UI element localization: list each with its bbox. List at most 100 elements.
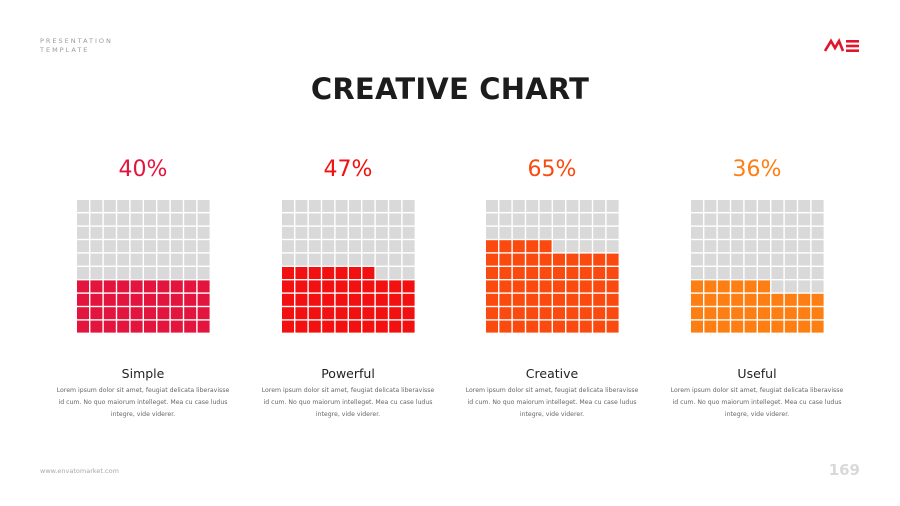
panel-name: Creative [525, 366, 579, 381]
waffle-cell-filled [170, 293, 183, 306]
waffle-cell-empty [90, 267, 103, 279]
waffle-cell-empty [308, 226, 321, 239]
waffle-cell-empty [512, 213, 525, 226]
waffle-cell-filled [375, 293, 388, 306]
waffle-cell-filled [103, 280, 116, 293]
waffle-cell-empty [579, 200, 592, 212]
waffle-cell-filled [758, 280, 770, 293]
waffle-cell-empty [526, 200, 539, 212]
chart-panel-simple: 40% Simple Lorem ipsum dolor sit amet, f… [53, 152, 233, 418]
desc-line: integre, vide viderer. [110, 411, 176, 418]
waffle-cell-empty [375, 213, 388, 226]
desc-line: Lorem ipsum dolor sit amet, feugiat deli… [465, 387, 639, 394]
waffle-cell-empty [90, 213, 103, 226]
waffle-cell-empty [771, 226, 784, 239]
waffle-cell-empty [170, 226, 183, 239]
waffle-cell-empty [157, 200, 170, 212]
waffle-cell-filled [295, 307, 308, 320]
waffle-cell-filled [593, 320, 606, 333]
waffle-cell-empty [691, 253, 703, 266]
waffle-cell-empty [282, 200, 294, 212]
waffle-cell-empty [349, 226, 361, 239]
waffle-cell-empty [744, 267, 757, 279]
waffle-cell-filled [486, 307, 498, 320]
waffle-cell-empty [389, 253, 402, 266]
waffle-cell-filled [606, 280, 619, 293]
waffle-cell-filled [486, 267, 498, 279]
waffle-cell-filled [553, 280, 565, 293]
waffle-cell-empty [389, 200, 402, 212]
waffle-cell-filled [130, 293, 143, 306]
waffle-cell-empty [704, 213, 717, 226]
waffle-cell-filled [486, 293, 498, 306]
waffle-cell-empty [117, 226, 130, 239]
waffle-cell-filled [389, 293, 402, 306]
waffle-cell-filled [349, 267, 361, 279]
waffle-cell-filled [197, 293, 210, 306]
waffle-cell-filled [322, 307, 335, 320]
header-tag-line2: TEMPLATE [40, 46, 90, 54]
waffle-cell-empty [553, 240, 565, 253]
waffle-cell-filled [758, 307, 770, 320]
waffle-cell-filled [130, 320, 143, 333]
waffle-cell-empty [811, 240, 824, 253]
waffle-cell-filled [691, 320, 703, 333]
panel-name: Simple [121, 366, 165, 381]
waffle-cell-empty [282, 226, 294, 239]
waffle-cell-empty [335, 253, 348, 266]
waffle-cell-empty [90, 253, 103, 266]
waffle-cell-empty [798, 213, 811, 226]
waffle-cell-empty [322, 253, 335, 266]
waffle-cell-empty [691, 267, 703, 279]
waffle-cell-filled [322, 293, 335, 306]
waffle-cell-empty [322, 213, 335, 226]
waffle-cell-empty [758, 200, 770, 212]
waffle-cell-filled [90, 307, 103, 320]
waffle-cell-empty [744, 200, 757, 212]
panel-name: Powerful [321, 366, 375, 381]
waffle-cell-filled [499, 267, 512, 279]
waffle-cell-empty [798, 240, 811, 253]
waffle-cell-empty [512, 226, 525, 239]
waffle-cell-empty [784, 253, 797, 266]
waffle-cell-empty [704, 226, 717, 239]
waffle-cell-empty [771, 253, 784, 266]
waffle-cell-filled [512, 320, 525, 333]
waffle-cell-empty [402, 213, 415, 226]
waffle-cell-empty [130, 226, 143, 239]
waffle-cell-filled [117, 307, 130, 320]
waffle-cell-empty [335, 240, 348, 253]
waffle-chart [77, 200, 210, 333]
waffle-cell-empty [553, 213, 565, 226]
waffle-cell-empty [526, 213, 539, 226]
waffle-cell-filled [512, 280, 525, 293]
waffle-cell-filled [322, 280, 335, 293]
waffle-cell-empty [197, 267, 210, 279]
waffle-cell-empty [389, 226, 402, 239]
waffle-cell-filled [499, 293, 512, 306]
waffle-cell-empty [811, 213, 824, 226]
waffle-cell-filled [744, 320, 757, 333]
waffle-cell-empty [784, 213, 797, 226]
waffle-cell-filled [295, 320, 308, 333]
waffle-cell-filled [512, 267, 525, 279]
waffle-cell-empty [566, 213, 579, 226]
waffle-cell-empty [606, 240, 619, 253]
waffle-cell-filled [282, 293, 294, 306]
waffle-cell-filled [566, 307, 579, 320]
waffle-cell-empty [402, 253, 415, 266]
waffle-cell-filled [717, 293, 730, 306]
waffle-cell-filled [526, 240, 539, 253]
waffle-cell-filled [295, 267, 308, 279]
waffle-cell-empty [758, 253, 770, 266]
waffle-cell-filled [349, 320, 361, 333]
waffle-cell-empty [691, 240, 703, 253]
waffle-cell-filled [526, 293, 539, 306]
waffle-cell-filled [144, 280, 156, 293]
waffle-cell-filled [349, 293, 361, 306]
waffle-cell-empty [402, 240, 415, 253]
waffle-cell-empty [77, 200, 89, 212]
desc-line: integre, vide viderer. [519, 411, 585, 418]
panel-value: 36% [732, 157, 782, 182]
waffle-cell-empty [322, 240, 335, 253]
